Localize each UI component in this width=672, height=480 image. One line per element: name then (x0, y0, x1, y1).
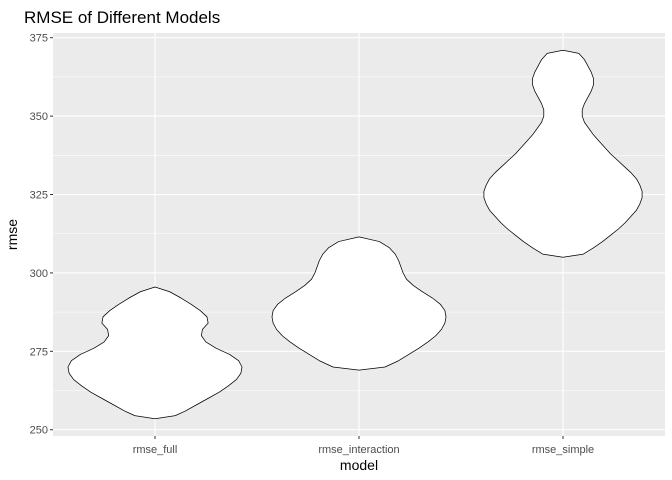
x-tick-label: rmse_full (133, 444, 178, 456)
x-tick-label: rmse_interaction (318, 444, 399, 456)
y-axis: 250 275 300 325 350 375 (30, 33, 53, 437)
x-axis: rmse_full rmse_interaction rmse_simple (133, 436, 594, 456)
x-tick-label: rmse_simple (532, 444, 594, 456)
y-tick-label: 325 (30, 190, 48, 202)
chart-title: RMSE of Different Models (24, 8, 220, 27)
y-tick-label: 375 (30, 33, 48, 45)
violin-rmse-simple (483, 49, 643, 258)
violin-rmse-full (67, 286, 243, 420)
y-tick-label: 300 (30, 268, 48, 280)
violin-rmse-interaction (271, 236, 447, 371)
violins-layer (67, 49, 643, 420)
y-tick-label: 275 (30, 346, 48, 358)
x-axis-title: model (340, 457, 378, 473)
y-tick-label: 350 (30, 111, 48, 123)
y-tick-label: 250 (30, 425, 48, 437)
y-axis-title: rmse (4, 219, 20, 250)
